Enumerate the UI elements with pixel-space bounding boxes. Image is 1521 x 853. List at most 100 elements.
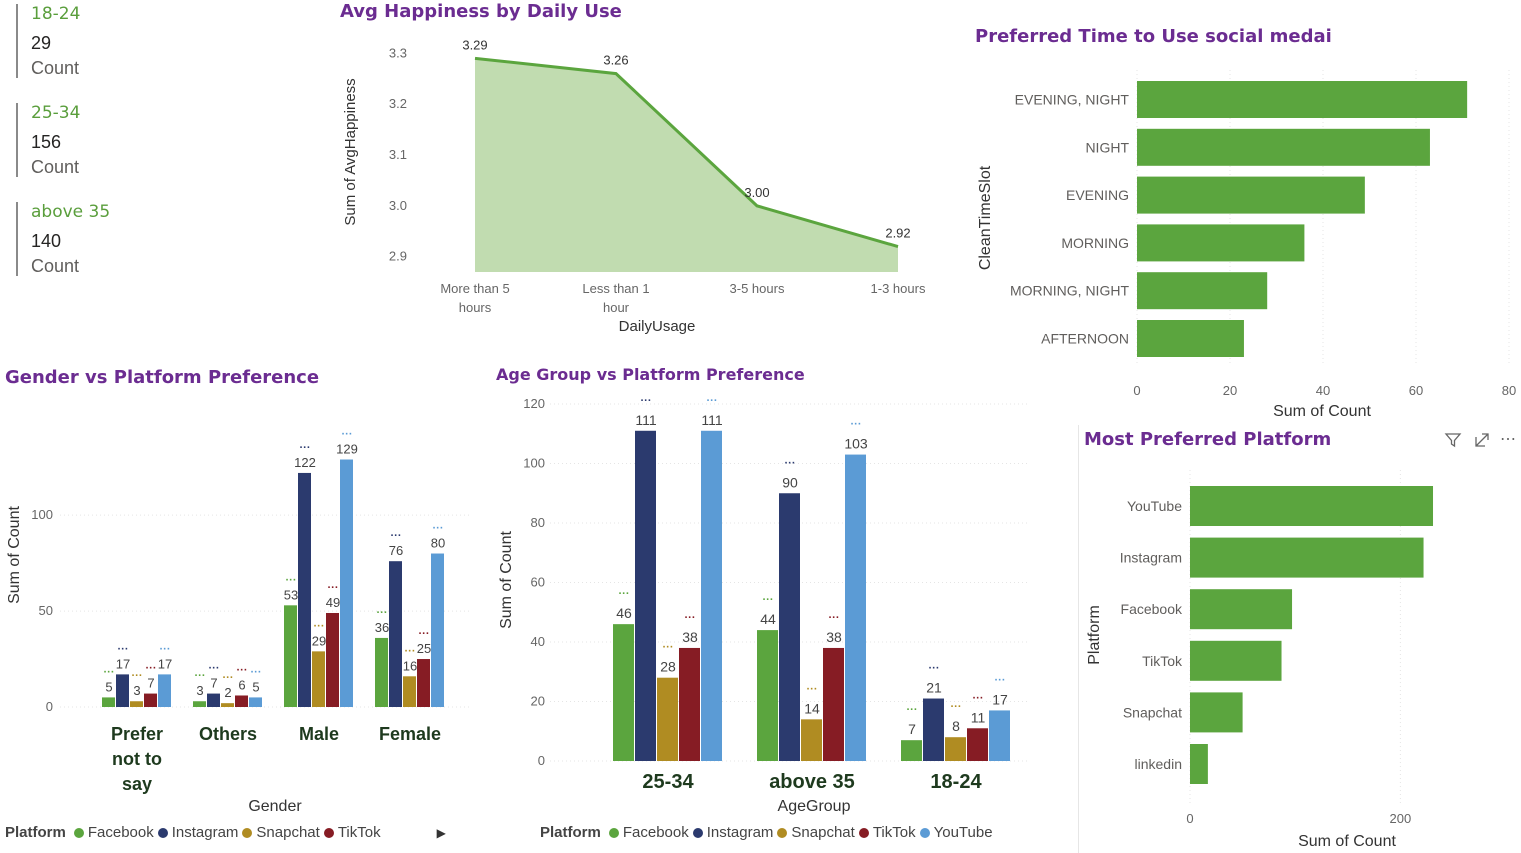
- legend-item-youtube[interactable]: YouTube: [919, 824, 993, 841]
- y-tick-label: YouTube: [1127, 498, 1182, 514]
- x-tick-label: 3-5 hours: [730, 281, 785, 296]
- bar: [1137, 272, 1268, 310]
- bar-tiktok: [326, 612, 339, 707]
- data-label: 44: [760, 611, 776, 627]
- data-label: 14: [804, 700, 820, 716]
- bar: [1137, 128, 1430, 166]
- bar: [1190, 692, 1243, 733]
- data-label: 53: [284, 587, 298, 602]
- area-fill: [475, 58, 898, 272]
- more-options-icon[interactable]: ⋯: [1500, 431, 1517, 448]
- happiness-chart-title: Avg Happiness by Daily Use: [340, 1, 622, 22]
- legend-label: TikTok: [872, 824, 916, 841]
- legend-dot: [323, 827, 334, 838]
- legend-item-facebook[interactable]: Facebook: [73, 824, 154, 841]
- overflow-dots: ···: [160, 643, 171, 655]
- overflow-dots: ···: [851, 419, 862, 431]
- x-tick-label: Others: [199, 724, 257, 744]
- y-tick-label: Snapchat: [1123, 704, 1182, 720]
- bar-youtube: [845, 454, 866, 761]
- legend-item-snapchat[interactable]: Snapchat: [242, 824, 320, 841]
- y-axis-title: CleanTimeSlot: [977, 165, 994, 270]
- legend-dot: [242, 827, 253, 838]
- kpi-label: 25-34: [31, 103, 81, 123]
- bar: [1190, 640, 1282, 681]
- x-tick-label: 18-24: [930, 771, 982, 793]
- data-label: 49: [326, 595, 340, 610]
- data-label: 80: [431, 536, 445, 551]
- focus-mode-icon[interactable]: [1473, 431, 1491, 454]
- x-tick-label: More than 5 hours: [440, 281, 509, 315]
- bar-tiktok: [823, 647, 844, 761]
- legend-dot: [157, 827, 168, 838]
- bar-facebook: [284, 605, 297, 707]
- bar-youtube: [701, 430, 722, 761]
- y-tick-label: 100: [31, 507, 53, 522]
- data-label: 129: [336, 442, 358, 457]
- kpi-card-25-34: 25-34 156 Count: [16, 103, 80, 177]
- data-label: 122: [294, 455, 316, 470]
- data-label: 7: [147, 676, 154, 691]
- bar-tiktok: [235, 695, 248, 707]
- x-tick-label: 40: [1316, 383, 1330, 398]
- data-label: 111: [635, 412, 656, 428]
- age-chart-legend: Platform Facebook Instagram Snapchat TikTok Y…: [540, 824, 997, 841]
- data-label: 103: [844, 436, 868, 452]
- overflow-dots: ···: [763, 594, 774, 606]
- data-label: 3.29: [462, 37, 487, 52]
- gender-chart-legend: Platform Facebook Instagram Snapchat TikTok ▶: [5, 824, 446, 841]
- x-axis-title: DailyUsage: [619, 318, 696, 335]
- data-label: 46: [616, 605, 632, 621]
- data-label: 111: [701, 412, 722, 428]
- overflow-dots: ···: [146, 663, 157, 675]
- x-axis-title: Sum of Count: [1273, 403, 1371, 420]
- overflow-dots: ···: [342, 429, 353, 441]
- overflow-dots: ···: [104, 666, 115, 678]
- kpi-unit: Count: [31, 256, 80, 276]
- bar: [1137, 81, 1468, 118]
- kpi-value: 29: [31, 33, 52, 53]
- legend-label: Snapchat: [256, 824, 320, 841]
- bar-instagram: [923, 698, 944, 761]
- overflow-dots: ···: [237, 664, 248, 676]
- y-tick-label: 3.0: [389, 198, 407, 213]
- overflow-dots: ···: [405, 645, 416, 657]
- bar-instagram: [389, 561, 402, 707]
- y-tick-label: 20: [531, 694, 545, 709]
- time-slot-bar-chart: 0 20 40 60 80 EVENING, NIGHT NIGHT EVENING MORNI…: [977, 70, 1516, 420]
- bar-tiktok: [679, 647, 700, 761]
- legend-title: Platform: [5, 824, 66, 841]
- y-tick-label: linkedin: [1135, 756, 1182, 772]
- overflow-dots: ···: [951, 701, 962, 713]
- filter-icon[interactable]: [1444, 431, 1462, 454]
- legend-item-facebook[interactable]: Facebook: [608, 824, 689, 841]
- data-label: 36: [375, 620, 389, 635]
- overflow-dots: ···: [286, 574, 297, 586]
- overflow-dots: ···: [973, 692, 984, 704]
- bar-youtube: [989, 710, 1010, 761]
- kpi-label: above 35: [31, 202, 111, 222]
- bar-snapchat: [801, 719, 822, 761]
- bar: [1137, 320, 1244, 357]
- legend-item-snapchat[interactable]: Snapchat: [777, 824, 855, 841]
- overflow-dots: ···: [929, 663, 940, 675]
- data-label: 3: [196, 683, 203, 698]
- y-axis-title: Platform: [1086, 605, 1103, 665]
- y-tick-label: 3.1: [389, 147, 407, 162]
- bar-facebook: [901, 740, 922, 761]
- legend-label: YouTube: [933, 824, 993, 841]
- age-platform-column-chart: 0 20 40 60 80 100 120 46 ··· 111 ··· 28 ··· 38 ··· 111 ·…: [498, 395, 1030, 815]
- y-tick-label: MORNING: [1061, 235, 1129, 251]
- legend-item-tiktok[interactable]: TikTok: [323, 824, 381, 841]
- data-label: 3.00: [744, 185, 769, 200]
- data-label: 21: [926, 680, 942, 696]
- x-tick-label: Less than 1 hour: [582, 281, 649, 315]
- legend-item-instagram[interactable]: Instagram: [692, 824, 773, 841]
- legend-next-arrow[interactable]: ▶: [436, 825, 446, 840]
- bar-facebook: [613, 624, 634, 761]
- data-label: 3: [133, 683, 140, 698]
- bar-snapchat: [221, 703, 234, 707]
- legend-item-tiktok[interactable]: TikTok: [858, 824, 916, 841]
- legend-item-instagram[interactable]: Instagram: [157, 824, 238, 841]
